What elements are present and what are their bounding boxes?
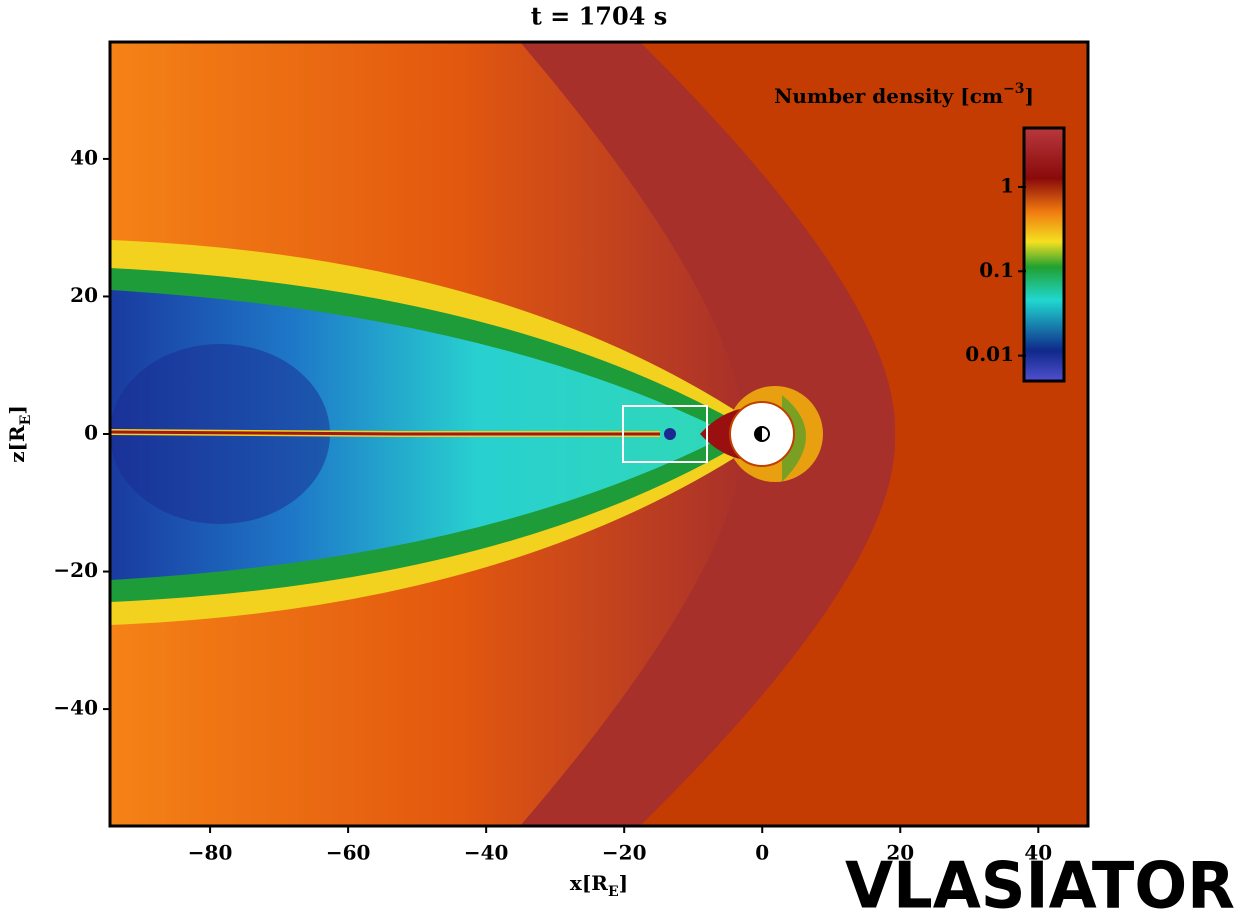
x-tick-label: −20 xyxy=(602,841,647,865)
y-tick-label: −40 xyxy=(53,696,98,720)
x-tick-label: 20 xyxy=(886,841,914,865)
logo: VLASIATOR xyxy=(845,850,1235,917)
colorbar-tick-label: 0.1 xyxy=(979,258,1014,282)
y-axis-label: z[RE] xyxy=(5,405,35,463)
x-axis-label: x[RE] xyxy=(570,871,628,901)
colorbar-tick-label: 0.01 xyxy=(965,342,1014,366)
colorbar-label: Number density [cm−3] xyxy=(774,81,1034,108)
y-label-close: ] xyxy=(5,405,29,414)
density-map xyxy=(110,42,1088,826)
cbar-label-main: Number density [cm xyxy=(774,84,1003,108)
x-tick-label: 40 xyxy=(1024,841,1052,865)
colorbar xyxy=(1022,126,1066,383)
y-tick-label: 0 xyxy=(84,421,98,445)
x-label-sub: E xyxy=(608,884,619,900)
x-tick-label: −80 xyxy=(188,841,233,865)
cbar-label-sup: −3 xyxy=(1003,81,1024,97)
x-label-main: x[R xyxy=(570,871,608,895)
x-tick-label: −40 xyxy=(464,841,509,865)
x-tick-label: −60 xyxy=(326,841,371,865)
y-label-main: z[R xyxy=(5,425,29,463)
y-tick-label: 40 xyxy=(70,145,98,169)
cbar-label-close: ] xyxy=(1025,84,1034,108)
colorbar-tick-label: 1 xyxy=(1000,173,1014,197)
chart-title: t = 1704 s xyxy=(531,2,668,31)
x-tick-label: 0 xyxy=(755,841,769,865)
x-label-close: ] xyxy=(619,871,628,895)
y-label-sub: E xyxy=(18,415,34,426)
y-tick-label: 20 xyxy=(70,283,98,307)
y-tick-label: −20 xyxy=(53,558,98,582)
